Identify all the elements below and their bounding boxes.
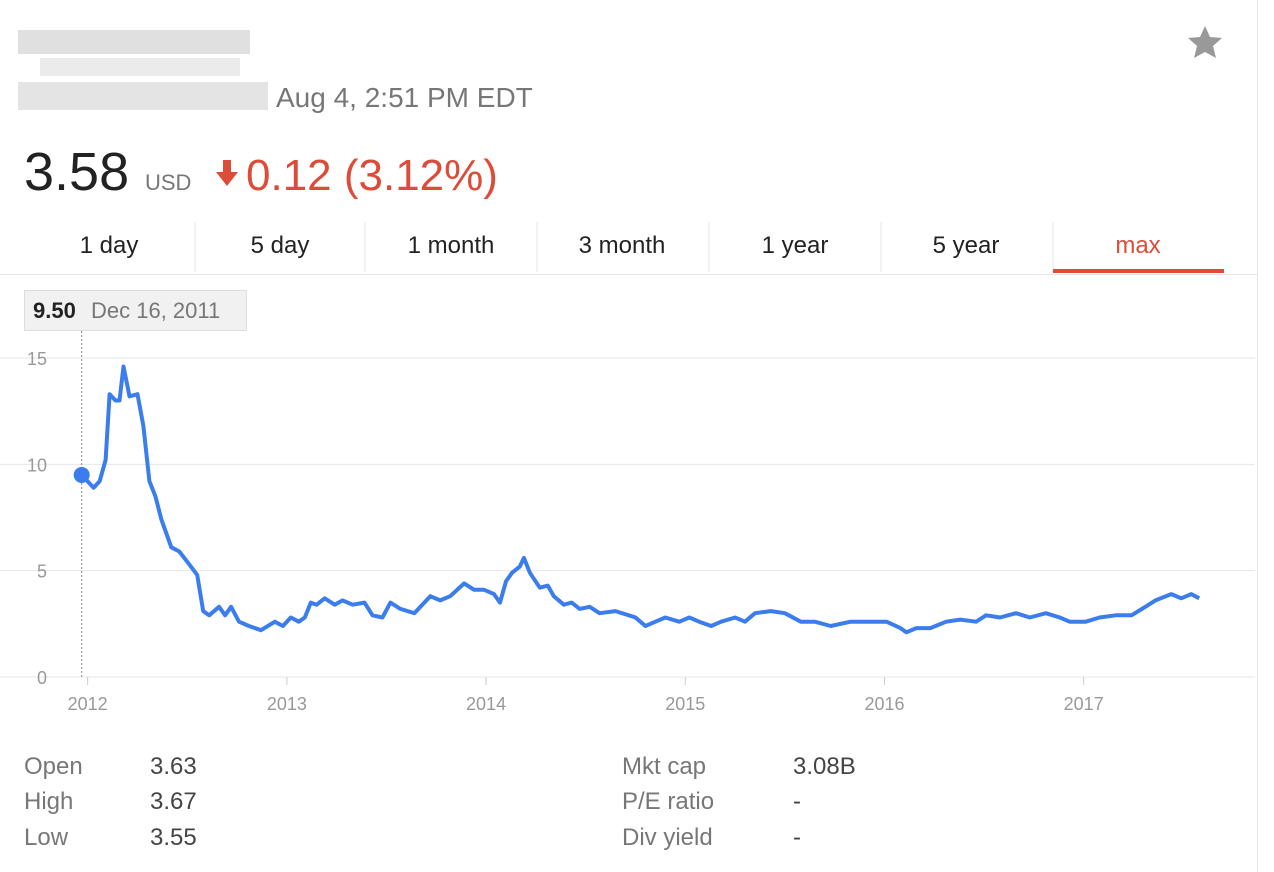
- stat-value: 3.63: [150, 753, 197, 780]
- tab[interactable]: 1 year: [762, 232, 829, 259]
- down-arrow: [216, 160, 238, 186]
- tab[interactable]: 1 month: [408, 232, 495, 259]
- tab-active[interactable]: max: [1115, 232, 1160, 259]
- tabs: 1 day 5 day 1 month 3 month 1 year 5 yea…: [0, 222, 1257, 275]
- stat-label: Div yield: [622, 824, 713, 851]
- tooltip-value: 9.50: [33, 298, 76, 323]
- hover-dot: [73, 466, 90, 483]
- y-tick-label: 15: [27, 349, 47, 369]
- y-tick-label: 10: [27, 455, 47, 475]
- tab[interactable]: 5 year: [933, 232, 1000, 259]
- x-tick-label: 2017: [1064, 694, 1104, 714]
- stat-value: 3.55: [150, 824, 197, 851]
- price-line: [80, 364, 1201, 635]
- stat-value: -: [793, 788, 801, 815]
- x-tick-label: 2016: [864, 694, 904, 714]
- stat-value: -: [793, 824, 801, 851]
- blurred-name: [18, 30, 268, 110]
- price: 3.58: [24, 142, 129, 202]
- tooltip: 9.50 Dec 16, 2011: [24, 290, 247, 331]
- stat-label: P/E ratio: [622, 788, 714, 815]
- active-underline: [1053, 269, 1224, 273]
- x-tick-label: 2013: [267, 694, 307, 714]
- x-tick-label: 2014: [466, 694, 506, 714]
- y-tick-label: 5: [37, 562, 47, 582]
- tooltip-box: [24, 290, 247, 331]
- tooltip-date: Dec 16, 2011: [91, 298, 220, 323]
- tab[interactable]: 1 day: [80, 232, 139, 259]
- timestamp: Aug 4, 2:51 PM EDT: [276, 82, 533, 113]
- y-tick-label: 0: [37, 668, 47, 688]
- stat-label: High: [24, 788, 73, 815]
- stats: Open 3.63 High 3.67 Low 3.55 Mkt cap 3.0…: [24, 753, 856, 851]
- price-change: 0.12 (3.12%): [246, 151, 498, 200]
- currency: USD: [145, 170, 191, 195]
- stat-label: Open: [24, 753, 83, 780]
- tab[interactable]: 3 month: [579, 232, 666, 259]
- stat-label: Low: [24, 824, 69, 851]
- stat-label: Mkt cap: [622, 753, 706, 780]
- star-button[interactable]: [1188, 26, 1222, 58]
- chart: 0 5 10 15 2012 2013 2014 2015 2016 2017: [0, 331, 1255, 714]
- x-tick-label: 2015: [665, 694, 705, 714]
- tab[interactable]: 5 day: [251, 232, 310, 259]
- stat-value: 3.08B: [793, 753, 856, 780]
- x-tick-label: 2012: [68, 694, 108, 714]
- stat-value: 3.67: [150, 788, 197, 815]
